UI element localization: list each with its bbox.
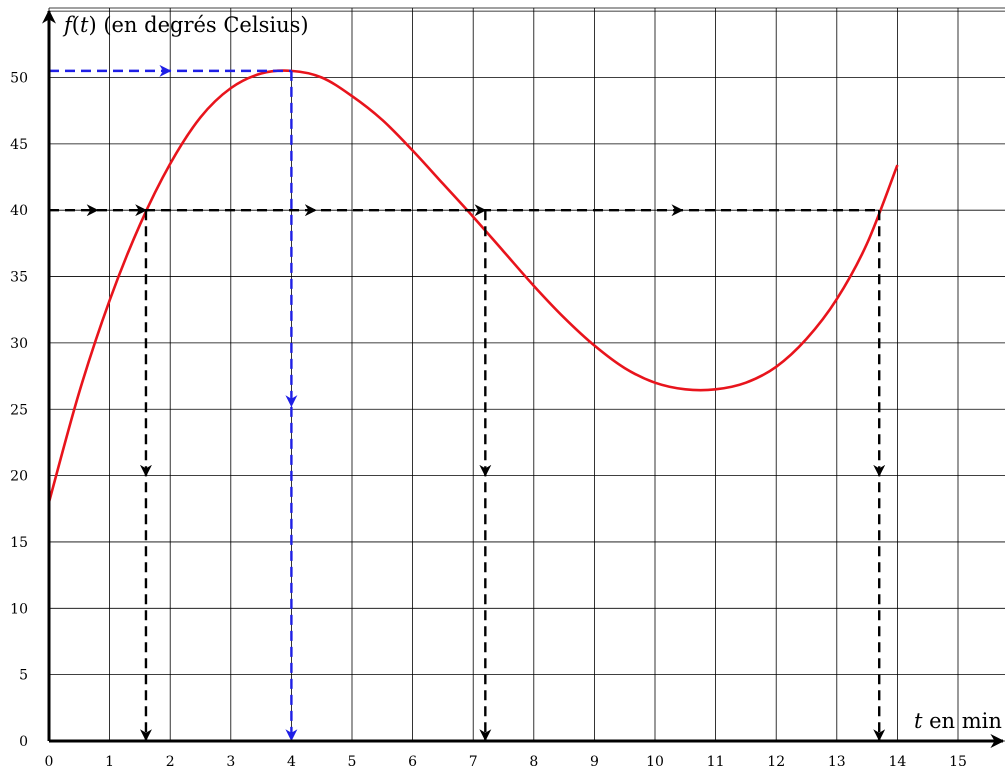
x-tick-label: 9 [590, 754, 599, 770]
y-tick-label: 50 [10, 71, 28, 87]
y-tick-label: 40 [10, 203, 28, 219]
x-tick-label: 7 [469, 754, 478, 770]
y-axis-var: t [80, 13, 89, 37]
x-tick-label: 1 [105, 754, 114, 770]
x-axis-title: t en min [914, 709, 1002, 733]
y-tick-label: 0 [19, 734, 28, 750]
x-tick-label: 2 [166, 754, 175, 770]
construction-lines [49, 64, 886, 742]
tick-labels: 0 1 2 3 4 5 6 7 8 9 10 11 12 13 14 15051015202530354045… [10, 71, 967, 771]
y-axis-title: f(t) (en degrés Celsius) [62, 13, 309, 37]
y-tick-label: 30 [10, 336, 28, 352]
y-tick-label: 10 [10, 601, 28, 617]
y-tick-label: 5 [19, 668, 28, 684]
y-tick-label: 45 [10, 137, 28, 153]
x-tick-label: 12 [767, 754, 785, 770]
x-tick-label: 13 [828, 754, 846, 770]
y-axis-open-paren: ( [72, 13, 80, 37]
y-tick-label: 20 [10, 469, 28, 485]
x-tick-label: 10 [646, 754, 664, 770]
x-tick-label: 3 [226, 754, 235, 770]
x-tick-label: 5 [348, 754, 357, 770]
axes [42, 9, 1005, 748]
x-axis-var: t [914, 709, 923, 733]
y-axis-close-paren: ) [88, 13, 103, 37]
x-tick-label: 0 [45, 754, 54, 770]
y-tick-label: 35 [10, 270, 28, 286]
y-axis-func: f [62, 13, 75, 37]
y-tick-label: 15 [10, 535, 28, 551]
y-axis-unit: (en degrés Celsius) [103, 13, 308, 37]
x-axis-unit: en min [922, 709, 1001, 733]
x-tick-label: 4 [287, 754, 296, 770]
y-tick-label: 25 [10, 402, 28, 418]
x-tick-label: 8 [529, 754, 538, 770]
x-tick-label: 15 [949, 754, 967, 770]
x-tick-label: 14 [888, 754, 906, 770]
x-tick-label: 6 [408, 754, 417, 770]
x-tick-label: 11 [707, 754, 725, 770]
grid [48, 7, 1005, 742]
